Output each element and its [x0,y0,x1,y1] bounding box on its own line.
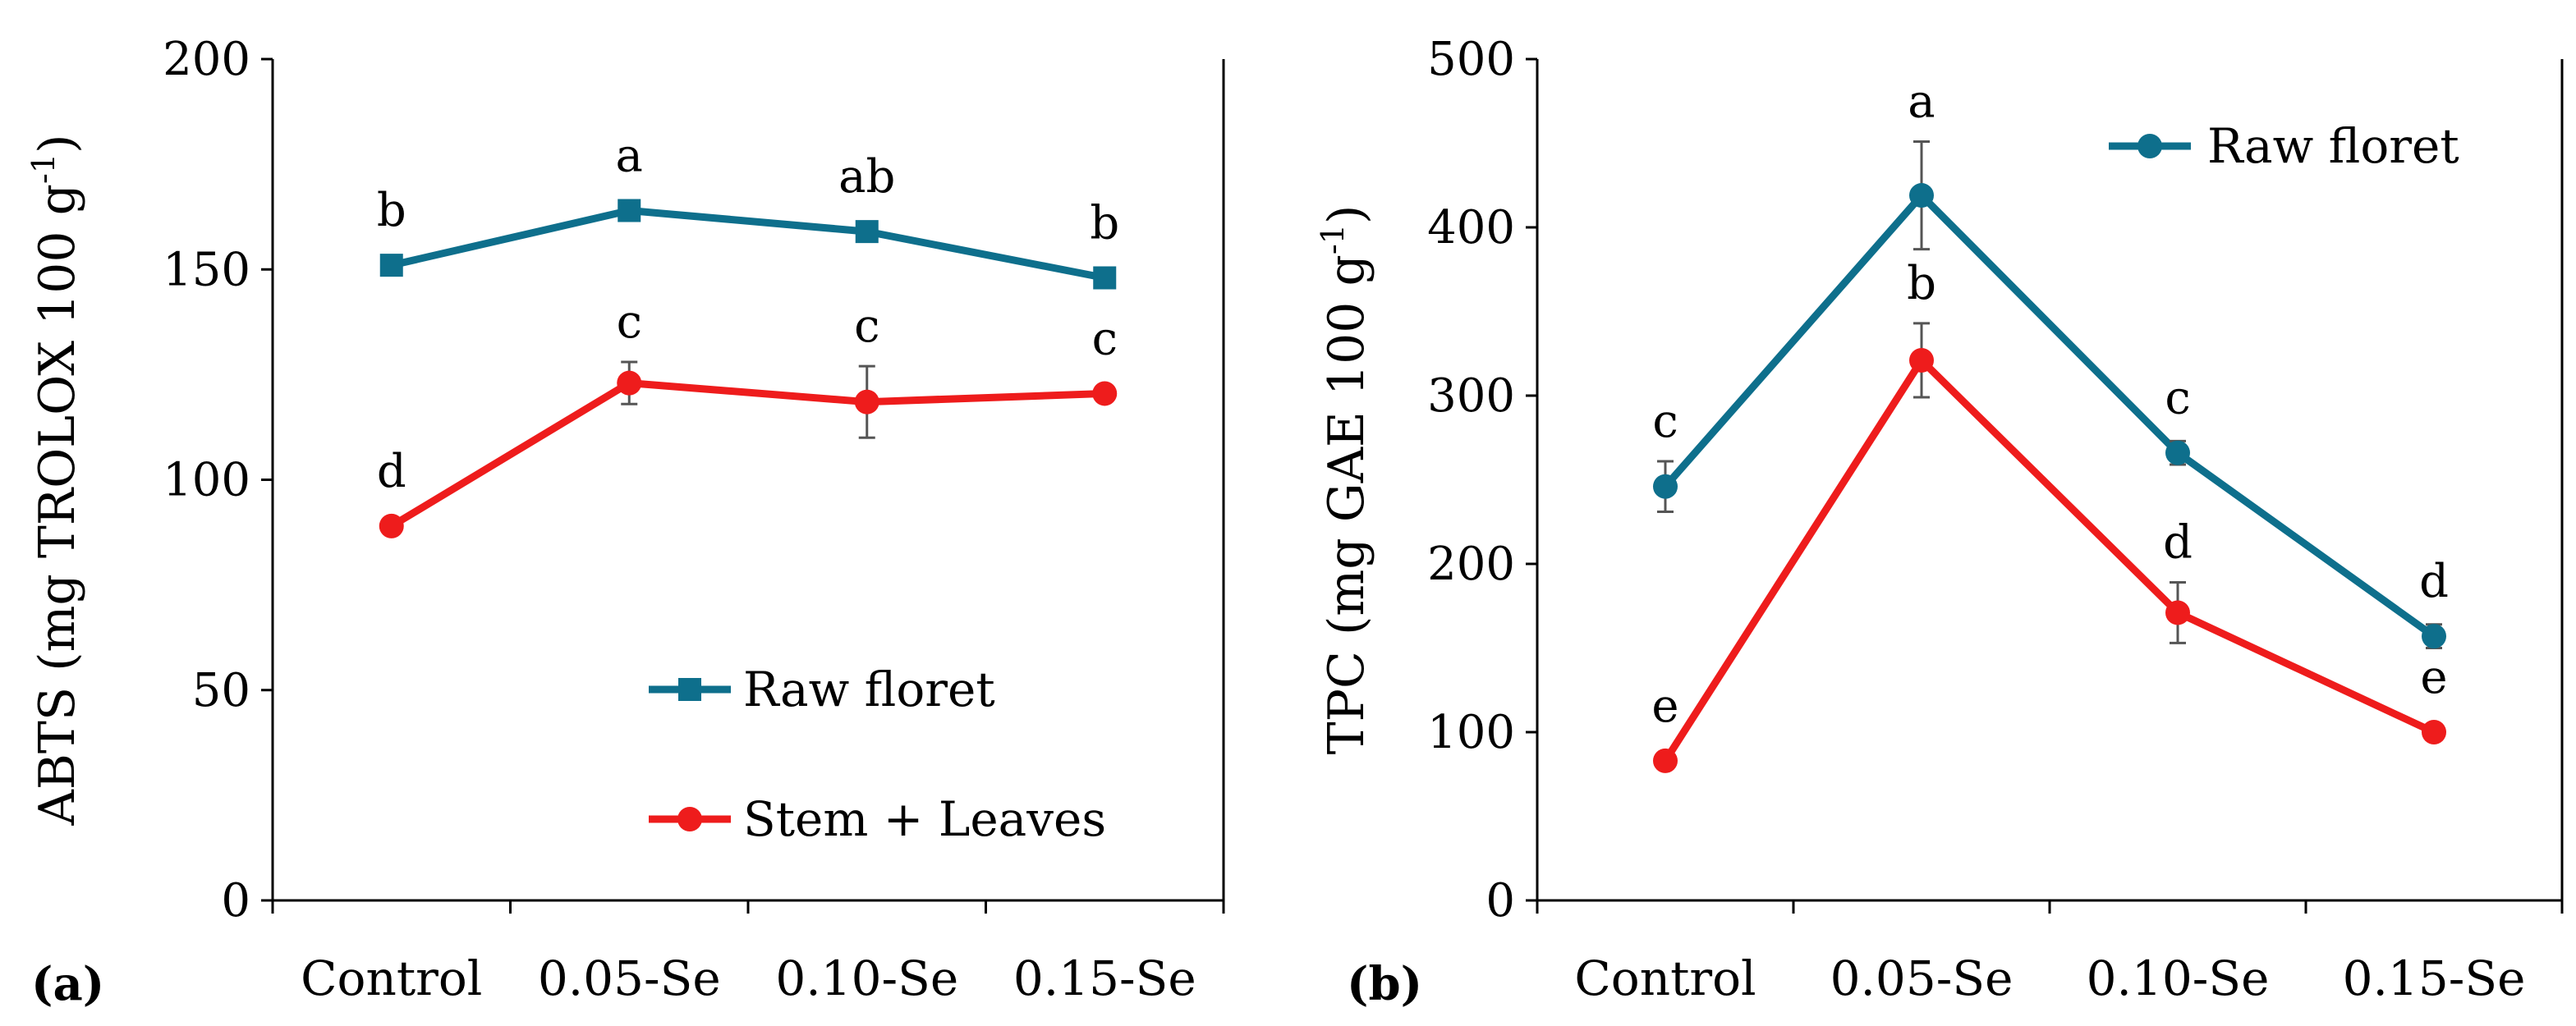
legend-label: Raw floret [2207,118,2459,174]
significance-letter: e [2420,651,2447,704]
significance-letter: b [377,184,406,237]
data-point [2422,624,2446,649]
significance-letter: d [2163,516,2193,570]
significance-letter: b [1090,197,1119,250]
data-point [2165,600,2190,625]
significance-letter: b [1907,257,1936,310]
x-tick-label: 0.10-Se [775,950,958,1006]
significance-letter: c [1092,312,1118,365]
y-tick-label: 100 [1427,706,1515,759]
data-point [1909,347,1934,373]
data-point [617,370,642,396]
y-tick-label: 300 [1427,369,1515,423]
significance-letter: d [2419,555,2449,608]
data-point [1092,381,1118,406]
data-point [1653,474,1678,499]
significance-letter: e [1651,680,1678,733]
x-tick-label: Control [301,950,482,1006]
legend-marker [678,678,701,701]
x-tick-label: 0.05-Se [538,950,721,1006]
series-line [389,379,1105,529]
x-tick-label: 0.15-Se [1013,950,1196,1006]
legend-marker [677,807,702,831]
y-tick-label: 150 [163,243,250,296]
significance-letter: d [377,445,406,498]
significance-letter: c [854,300,879,353]
data-point [1093,266,1117,290]
significance-letter: a [616,130,643,183]
y-tick-label: 0 [1485,874,1515,928]
significance-letter: ab [838,150,895,204]
legend-label: Raw floret [743,662,995,717]
y-tick-label: 200 [163,33,250,86]
y-tick-label: 400 [1427,201,1515,254]
x-tick-label: Control [1574,950,1756,1006]
significance-letter: c [617,295,642,349]
data-point [1653,748,1678,773]
significance-letter: c [2165,372,2190,425]
y-tick-label: 50 [192,664,250,717]
chart-panel-a: 0 50 100 150 200 Control 0.05-Se 0.10-Se 0.15-Se… [25,33,1225,1011]
panel-label: (a) [31,957,104,1011]
x-tick-label: 0.05-Se [1830,950,2014,1006]
chart-panel-b: 0 100 200 300 400 500 Control 0.05-Se 0.10-Se 0.1… [1315,33,2564,1011]
y-tick-label: 100 [163,454,250,507]
series-line [1662,356,2436,763]
data-point [618,199,641,222]
legend-marker [2137,134,2162,158]
significance-letter: c [1652,395,1678,448]
significance-letter: a [1908,75,1935,128]
panel-label: (b) [1347,957,1422,1011]
y-tick-label: 500 [1427,33,1515,86]
data-point [379,254,403,277]
y-tick-label: 200 [1427,538,1515,591]
series-line [1662,191,2436,639]
data-point [1909,183,1934,208]
series-line [390,207,1106,282]
data-point [855,220,879,244]
y-axis-label: ABTS (mg TROLOX 100 g-1) [25,134,86,826]
data-point [2165,440,2190,465]
data-point [379,513,404,538]
data-point [854,389,879,415]
y-axis-label: TPC (mg GAE 100 g-1) [1315,205,1375,755]
data-point [2422,720,2446,744]
legend-label: Stem + Leaves [743,791,1106,847]
x-tick-label: 0.15-Se [2343,950,2526,1006]
y-tick-label: 0 [221,874,250,928]
x-tick-label: 0.10-Se [2087,950,2270,1006]
